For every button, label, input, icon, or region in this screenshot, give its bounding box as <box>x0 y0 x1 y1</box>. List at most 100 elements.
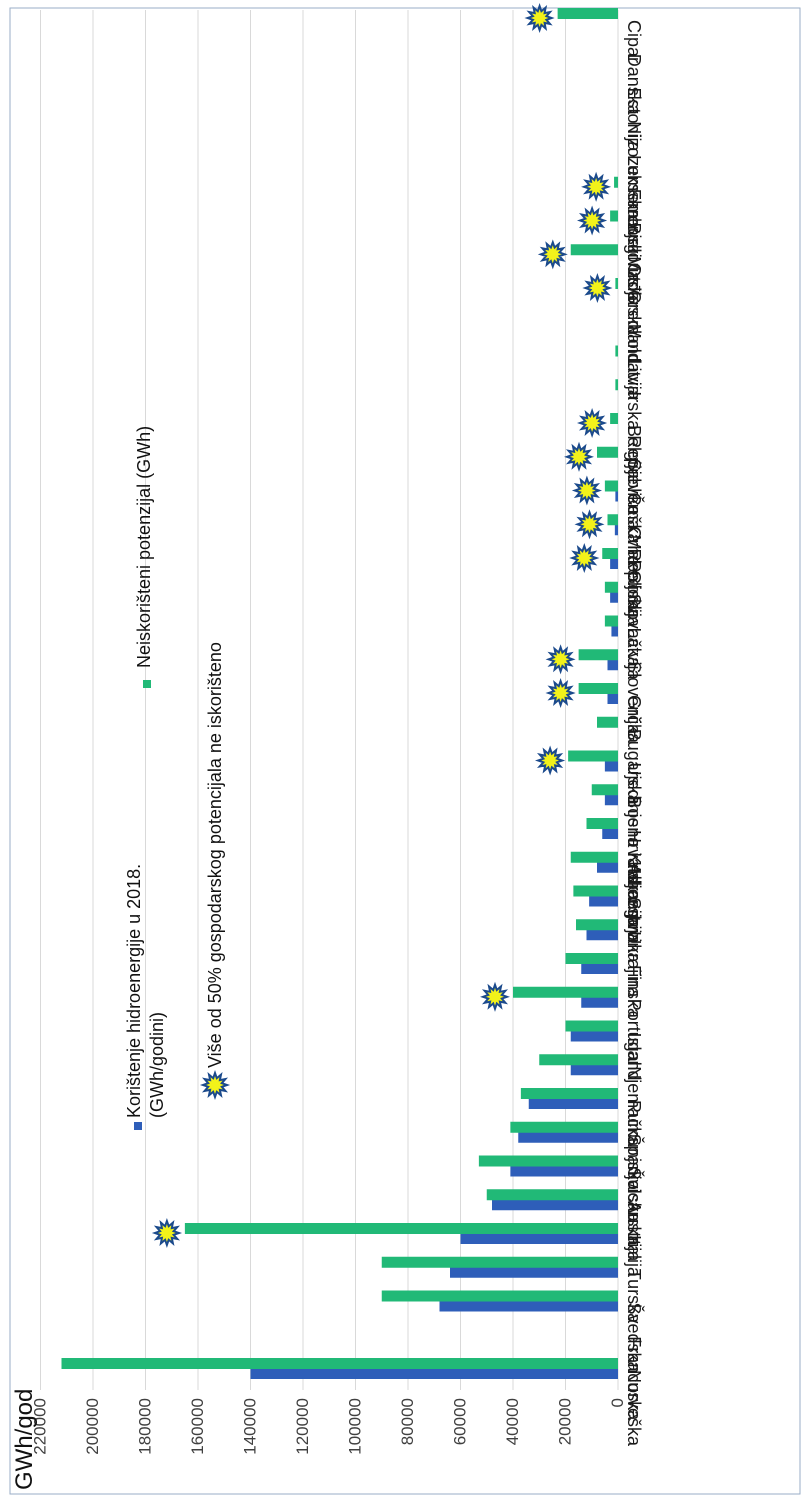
bar-used <box>608 693 619 704</box>
bar-unused <box>185 1223 618 1234</box>
bar-unused <box>566 1021 619 1032</box>
legend-label-markers: Više od 50% gospodarskog potencijala ne … <box>205 642 225 1068</box>
bar-unused <box>610 211 618 222</box>
bar-unused <box>487 1189 618 1200</box>
bar-used <box>450 1267 618 1278</box>
sun-marker-icon <box>155 1221 179 1245</box>
bar-unused <box>479 1156 618 1167</box>
y-tick-label: 60000 <box>451 1398 470 1445</box>
bar-used <box>608 659 619 670</box>
legend-swatch-unused <box>143 680 151 688</box>
sun-marker-icon <box>584 175 608 199</box>
sun-marker-icon <box>572 546 596 570</box>
bar-unused <box>521 1088 618 1099</box>
bar-unused <box>558 8 618 19</box>
plot-frame <box>10 8 800 1494</box>
bar-unused <box>62 1358 619 1369</box>
bar-unused <box>587 818 619 829</box>
bar-unused <box>610 413 618 424</box>
bar-unused <box>615 278 618 289</box>
bar-unused <box>579 683 618 694</box>
bar-unused <box>571 244 618 255</box>
y-tick-label: 20000 <box>556 1398 575 1445</box>
sun-marker-icon <box>549 647 573 671</box>
sun-marker-icon <box>549 681 573 705</box>
legend-label-used: Korištenje hidroenergije u 2018. <box>124 864 144 1118</box>
bar-used <box>615 491 618 502</box>
y-tick-label: 100000 <box>346 1398 365 1455</box>
y-tick-label: 160000 <box>188 1398 207 1455</box>
bar-unused <box>592 784 618 795</box>
bar-used <box>529 1098 618 1109</box>
bar-used <box>571 1064 618 1075</box>
bar-unused <box>615 379 618 390</box>
y-tick-label: 200000 <box>83 1398 102 1455</box>
bar-unused <box>605 481 618 492</box>
bar-unused <box>614 177 618 188</box>
category-label: Irska Republika <box>624 391 644 516</box>
y-tick-label: 120000 <box>293 1398 312 1455</box>
gridlines <box>41 10 619 1390</box>
sun-marker-icon <box>538 749 562 773</box>
legend-label-used-cont: (GWh/godini) <box>147 1012 167 1118</box>
bar-unused <box>597 717 618 728</box>
bar-unused <box>615 346 618 357</box>
bar-unused <box>597 447 618 458</box>
sun-marker-icon <box>575 479 599 503</box>
y-axis-label: GWh/god <box>11 1389 38 1490</box>
bar-used <box>581 997 618 1008</box>
category-label: Cipar <box>624 20 644 63</box>
bar-unused <box>568 751 618 762</box>
bar-used <box>605 794 618 805</box>
bar-unused <box>510 1122 618 1133</box>
sun-marker-icon <box>567 445 591 469</box>
bar-used <box>605 761 618 772</box>
bar-used <box>597 862 618 873</box>
bar-unused <box>605 616 618 627</box>
bar-used <box>610 558 618 569</box>
bar-used <box>587 929 619 940</box>
bar-unused <box>605 582 618 593</box>
bar-unused <box>602 548 618 559</box>
y-tick-label: 180000 <box>136 1398 155 1455</box>
bar-used <box>440 1301 619 1312</box>
bar-used <box>589 896 618 907</box>
bar-used <box>251 1368 619 1379</box>
y-tick-label: 80000 <box>398 1398 417 1445</box>
bar-used <box>615 524 618 535</box>
y-tick-label: 140000 <box>241 1398 260 1455</box>
bar-unused <box>382 1291 618 1302</box>
sun-marker-icon <box>580 411 604 435</box>
sun-marker-icon <box>483 985 507 1009</box>
bar-used <box>571 1031 618 1042</box>
bar-used <box>461 1233 619 1244</box>
legend: Korištenje hidroenergije u 2018. (GWh/god… <box>124 426 227 1130</box>
bar-unused <box>566 953 619 964</box>
bar-unused <box>539 1054 618 1065</box>
sun-marker-icon <box>578 512 602 536</box>
bar-unused <box>608 514 619 525</box>
bar-unused <box>579 649 618 660</box>
sun-marker-icon <box>528 6 552 30</box>
y-tick-label: 40000 <box>503 1398 522 1445</box>
bar-used <box>510 1166 618 1177</box>
bar-used <box>492 1199 618 1210</box>
bar-used <box>611 626 618 637</box>
sun-marker-icon <box>541 242 565 266</box>
y-tick-labels: 0 20000 40000 60000 80000 100000 120000 140000 1… <box>31 1398 628 1455</box>
bar-used <box>518 1132 618 1143</box>
category-labels: NorveškaFrancuskaŠvedskaTurskaItalijaAus… <box>624 20 645 1447</box>
sun-marker-icon <box>585 276 609 300</box>
bar-used <box>581 963 618 974</box>
bar-unused <box>513 987 618 998</box>
bar-used <box>610 592 618 603</box>
bars <box>62 8 619 1379</box>
category-label: Turska <box>624 1269 644 1324</box>
bar-used <box>602 828 618 839</box>
bar-unused <box>382 1257 618 1268</box>
legend-swatch-used <box>134 1122 142 1130</box>
bar-unused <box>571 852 618 863</box>
plot-background <box>10 8 800 1494</box>
